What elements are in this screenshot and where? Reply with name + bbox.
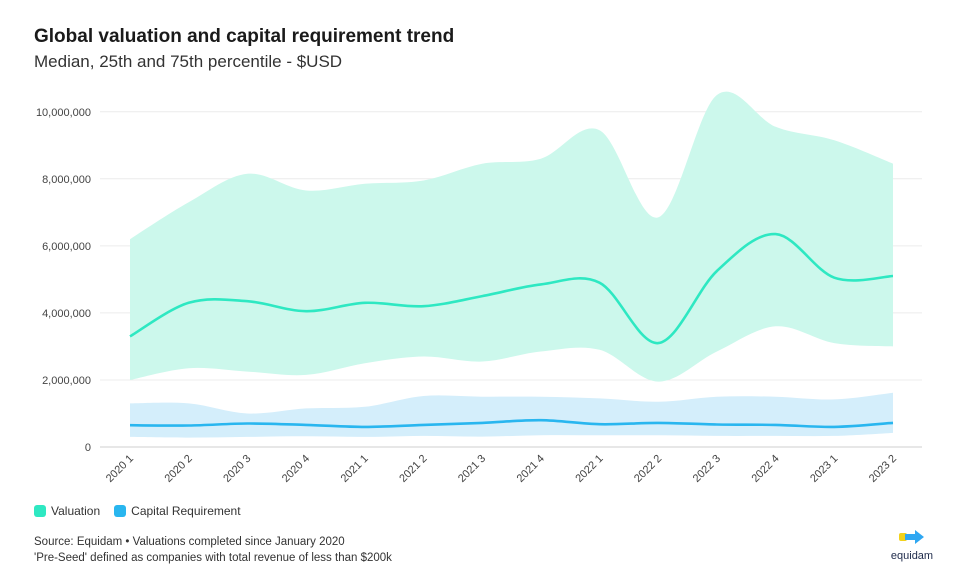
x-tick-label: 2022 1 bbox=[573, 453, 605, 485]
definition-line: 'Pre-Seed' defined as companies with tot… bbox=[34, 552, 392, 564]
logo-text: equidam bbox=[890, 550, 934, 562]
legend: Valuation Capital Requirement bbox=[34, 504, 241, 518]
x-tick-label: 2022 2 bbox=[632, 453, 664, 485]
equidam-logo-icon bbox=[899, 530, 924, 544]
band-capital-requirement bbox=[130, 392, 893, 438]
y-tick-label: 6,000,000 bbox=[42, 241, 91, 253]
legend-swatch-valuation bbox=[34, 505, 46, 517]
x-tick-label: 2022 3 bbox=[691, 453, 723, 485]
band-valuation bbox=[130, 91, 893, 382]
source-line: Source: Equidam • Valuations completed s… bbox=[34, 536, 345, 548]
brand-logo[interactable]: equidam bbox=[884, 530, 940, 562]
y-tick-label: 2,000,000 bbox=[42, 375, 91, 387]
source-note: Source: Equidam • Valuations completed s… bbox=[34, 534, 392, 566]
legend-item-capital-requirement[interactable]: Capital Requirement bbox=[114, 504, 241, 518]
median-line-valuation bbox=[129, 232, 894, 345]
x-tick-label: 2020 2 bbox=[163, 453, 195, 485]
y-tick-label: 8,000,000 bbox=[42, 174, 91, 186]
x-tick-label: 2021 2 bbox=[397, 453, 429, 485]
median-line-capital-requirement bbox=[129, 418, 894, 429]
percentile-bands bbox=[130, 91, 893, 438]
x-tick-label: 2020 1 bbox=[104, 453, 136, 485]
x-axis: 2020 1 2020 2 2020 3 2020 4 2021 1 2021 2 2021… bbox=[104, 453, 899, 485]
chart-area: 0 2,000,000 4,000,000 6,000,000 8,000,000 10,… bbox=[36, 91, 922, 485]
x-tick-label: 2021 4 bbox=[515, 453, 547, 485]
x-tick-label: 2020 4 bbox=[280, 453, 312, 485]
median-lines bbox=[129, 232, 894, 429]
legend-label-valuation: Valuation bbox=[51, 504, 101, 518]
legend-item-valuation[interactable]: Valuation bbox=[34, 504, 100, 518]
x-tick-label: 2023 2 bbox=[867, 453, 899, 485]
chart-subtitle: Median, 25th and 75th percentile - $USD bbox=[34, 52, 343, 71]
y-tick-label: 4,000,000 bbox=[42, 308, 91, 320]
chart-title: Global valuation and capital requirement… bbox=[34, 26, 455, 47]
x-tick-label: 2022 4 bbox=[749, 453, 781, 485]
y-tick-label: 10,000,000 bbox=[36, 107, 91, 119]
x-tick-label: 2020 3 bbox=[221, 453, 253, 485]
legend-swatch-capital-requirement bbox=[114, 505, 127, 517]
x-tick-label: 2023 1 bbox=[808, 453, 840, 485]
y-axis: 0 2,000,000 4,000,000 6,000,000 8,000,000 10,… bbox=[36, 107, 91, 454]
x-tick-label: 2021 3 bbox=[456, 453, 488, 485]
y-tick-label: 0 bbox=[85, 442, 91, 454]
x-tick-label: 2021 1 bbox=[339, 453, 371, 485]
legend-label-capital-requirement: Capital Requirement bbox=[131, 504, 241, 518]
